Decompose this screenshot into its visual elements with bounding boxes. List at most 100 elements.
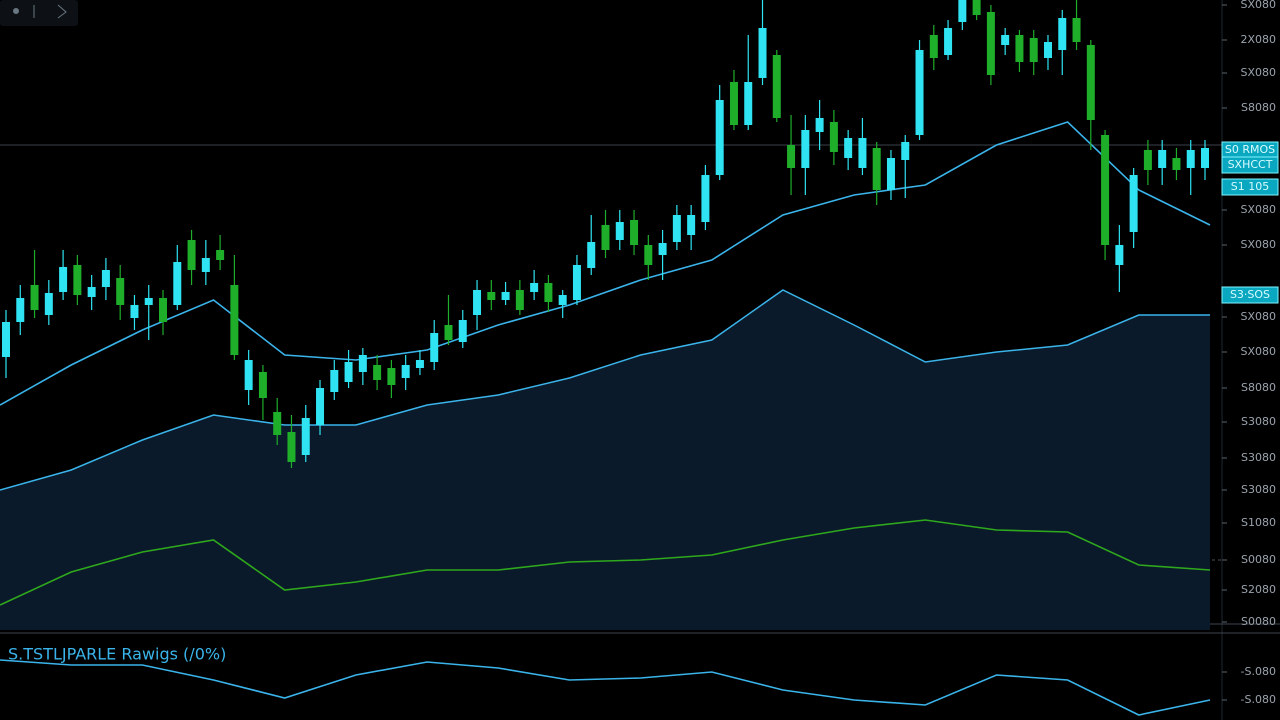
candle-body [473, 290, 482, 315]
y-tick-label: SX080 [1240, 310, 1276, 323]
y-tick-label: S3080 [1241, 415, 1276, 428]
candle-body [130, 305, 139, 318]
candle-body [316, 388, 325, 425]
candle-body [173, 262, 182, 305]
candle-body [1029, 38, 1038, 62]
candle-body [544, 283, 553, 302]
candle-body [715, 100, 724, 175]
candle-body [116, 278, 125, 305]
candle-body [1172, 158, 1181, 170]
candle-body [1072, 18, 1081, 42]
candle-body [1001, 35, 1010, 45]
candle-body [444, 325, 453, 340]
candle-body [601, 225, 610, 250]
candle-body [829, 122, 838, 152]
candle-body [1101, 135, 1110, 245]
candle-body [1058, 18, 1067, 50]
candle-body [530, 283, 539, 292]
candle-body [187, 240, 196, 270]
price-tag-label: S0 RMOS [1225, 143, 1275, 156]
candle-body [758, 28, 767, 78]
y-tick-label: -S.080 [1241, 693, 1276, 706]
candle-body [1201, 148, 1209, 168]
candle-body [59, 267, 68, 292]
candle-body [986, 12, 995, 75]
price-tag [1221, 286, 1279, 304]
candle-body [1143, 150, 1152, 170]
area-edge [0, 289, 1210, 491]
indicator-line [0, 519, 1211, 606]
candle-body [73, 265, 82, 295]
candle-body [615, 222, 624, 240]
candle-body [1115, 245, 1124, 265]
candle-body [144, 298, 153, 305]
y-tick-label: S1080 [1241, 516, 1276, 529]
candle-body [801, 130, 810, 168]
candle-body [415, 360, 424, 368]
candle-body [630, 220, 639, 245]
candle-body [1015, 35, 1024, 62]
candle-body [672, 215, 681, 242]
y-tick-label: SX080 [1240, 203, 1276, 216]
candle-body [30, 285, 39, 310]
candle-body [872, 148, 881, 190]
candle-body [87, 287, 96, 297]
candle-body [230, 285, 239, 355]
candle-body [1086, 45, 1095, 120]
candle-body [901, 142, 910, 160]
candle-body [558, 295, 567, 305]
price-tag-label: S3·SOS [1230, 288, 1270, 301]
y-tick-label: SX080 [1240, 66, 1276, 79]
candle-body [644, 245, 653, 265]
y-tick-label: SX080 [1240, 0, 1276, 11]
candle-body [458, 320, 467, 342]
price-tag [1221, 178, 1279, 196]
y-tick-label: SX080 [1240, 238, 1276, 251]
candle-body [201, 258, 210, 272]
tool-icon[interactable] [13, 8, 19, 14]
candle-body [430, 333, 439, 362]
candle-body [1043, 42, 1052, 58]
candle-body [101, 270, 110, 287]
price-tag-label: SXHCCT [1228, 158, 1273, 171]
area-fill [0, 290, 1210, 630]
candle-body [16, 298, 25, 322]
candle-body [958, 0, 967, 22]
candle-body [687, 215, 696, 235]
candle-body [330, 370, 339, 392]
candle-body [273, 412, 282, 435]
indicator-title: S.TSTLJPARLE Rawigs (/0%) [8, 645, 226, 664]
candle-body [572, 265, 581, 300]
candle-body [1158, 150, 1167, 168]
candle-body [301, 418, 310, 455]
candle-body [886, 158, 895, 190]
candle-body [216, 250, 225, 260]
toolbar[interactable] [0, 0, 78, 26]
tool-icon[interactable] [33, 4, 67, 19]
candle-body [944, 28, 953, 55]
candle-body [744, 82, 753, 125]
candle-body [387, 368, 396, 385]
y-tick-label: S2080 [1241, 583, 1276, 596]
candle-body [44, 293, 53, 315]
candle-body [1129, 175, 1138, 232]
candle-body [2, 322, 10, 357]
candle-body [1186, 150, 1195, 168]
candle-body [373, 365, 382, 380]
candle-body [915, 50, 924, 135]
candle-body [515, 290, 524, 310]
y-tick-label: S0080 [1241, 553, 1276, 566]
candle-body [972, 0, 981, 15]
y-tick-label: S8080 [1241, 381, 1276, 394]
candle-body [929, 35, 938, 58]
candle-body [258, 372, 267, 398]
y-tick-label: S3080 [1241, 483, 1276, 496]
candle-body [701, 175, 710, 222]
indicator-line [0, 121, 1211, 406]
candle-body [401, 365, 410, 378]
price-tag [1221, 156, 1279, 174]
candle-body [858, 138, 867, 168]
y-tick-label: S3080 [1241, 451, 1276, 464]
y-tick-label: -S.080 [1241, 665, 1276, 678]
